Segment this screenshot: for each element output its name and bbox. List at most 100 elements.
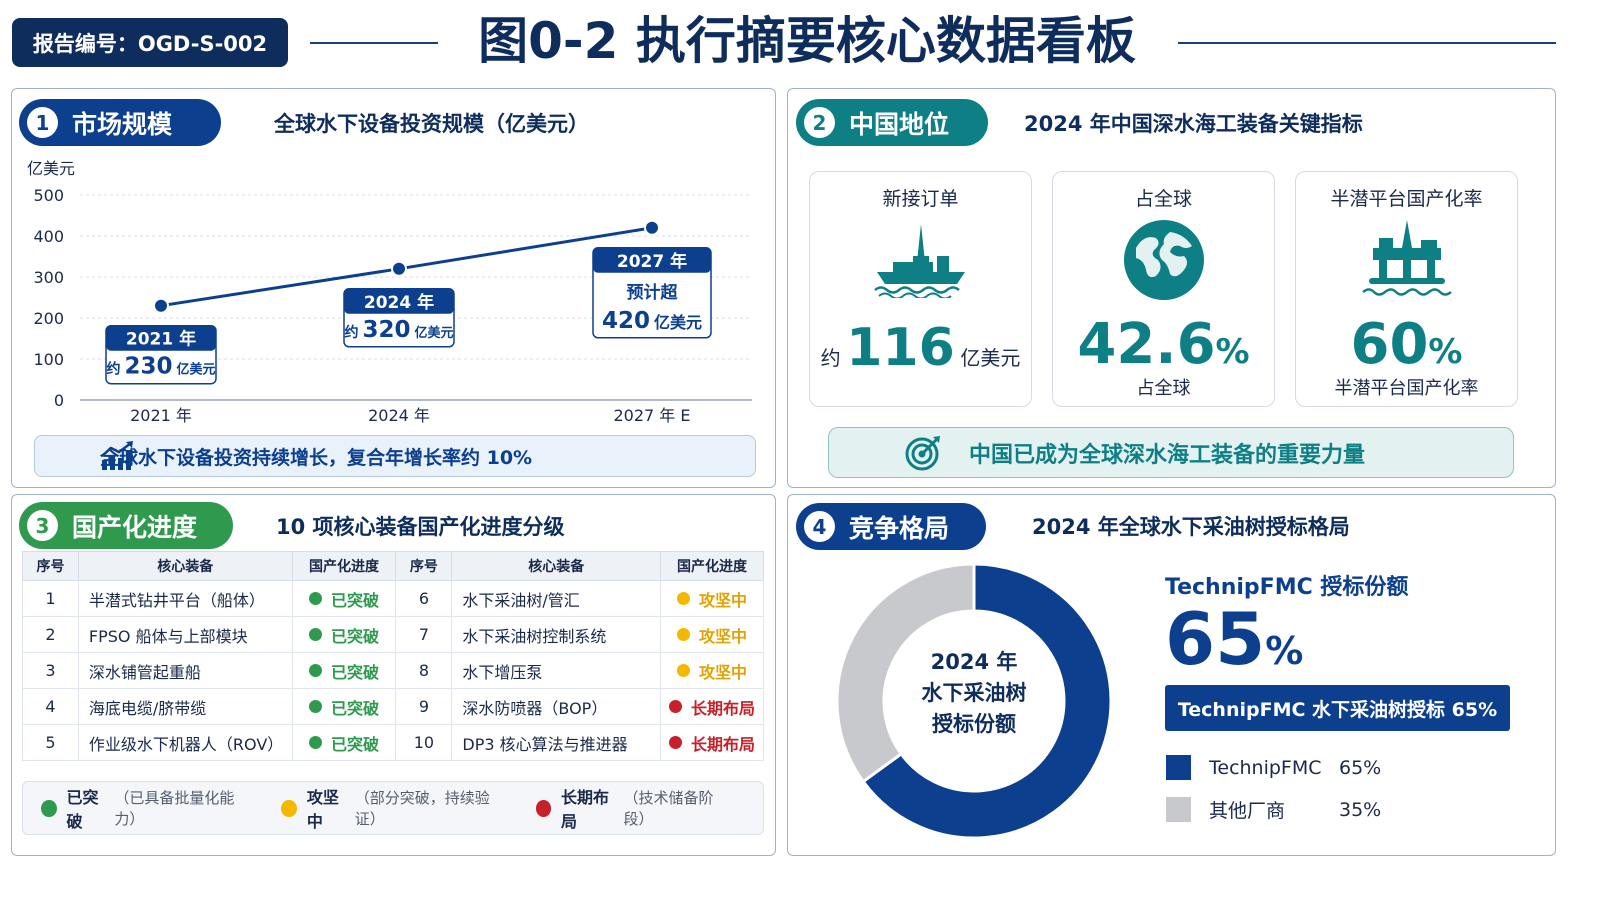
callout-unit: 亿美元 <box>654 313 702 332</box>
row-number: 1 <box>22 580 79 617</box>
status-label: 已突破 <box>331 662 380 682</box>
title-divider-left <box>310 42 438 44</box>
award-share-donut-chart <box>835 562 1113 840</box>
progress-status-cell: 攻坚中 <box>660 580 764 617</box>
callout-year: 2027 年 <box>617 251 687 272</box>
callout-prefix: 约 <box>344 324 358 341</box>
progress-status-cell: 已突破 <box>291 580 397 617</box>
status-label: 长期布局 <box>691 698 756 718</box>
column-header: 核心装备 <box>77 551 293 581</box>
status-label: 已突破 <box>331 698 380 718</box>
equipment-name: 水下采油树控制系统 <box>451 616 662 653</box>
panel-localization-progress: 3 国产化进度 10 项核心装备国产化进度分级 序号 核心装备 国产化进度 序号… <box>11 494 776 856</box>
status-dot <box>677 592 691 605</box>
equipment-name: DP3 核心算法与推进器 <box>451 724 662 761</box>
status-dot <box>309 628 323 641</box>
status-label: 长期布局 <box>691 734 756 754</box>
section-number: 1 <box>27 107 58 138</box>
card-localization-rate: 半潜平台国产化率 60% 半潜平台国产化率 <box>1295 171 1518 407</box>
legend-desc: （部分突破，持续验证） <box>354 789 490 828</box>
panel-competition: 4 竞争格局 2024 年全球水下采油树授标格局 2024 年 水下采油树 授标… <box>787 494 1556 856</box>
status-done: 已突破 <box>309 659 379 683</box>
section-tag-label: 市场规模 <box>72 109 173 139</box>
legend-dot <box>281 799 297 817</box>
status-label: 攻坚中 <box>699 626 748 646</box>
row-number: 2 <box>22 616 79 653</box>
equipment-name: 半潜式钻井平台（船体） <box>77 580 293 617</box>
callout-header <box>106 325 216 351</box>
callout-value: 230 <box>124 354 172 380</box>
y-tick-label: 500 <box>33 186 64 205</box>
status-label: 已突破 <box>331 734 380 754</box>
growth-summary-text: 全球水下设备投资持续增长，复合年增长率约 10% <box>100 446 533 469</box>
value-callout: 2021 年约 230 亿美元 <box>105 324 217 385</box>
card-label: 占全球 <box>1134 188 1192 210</box>
indicator-subtitle: 2024 年中国深水海工装备关键指标 <box>1024 112 1363 136</box>
x-tick-label: 2021 年 <box>130 406 192 425</box>
legend-item-done: 已突破 （已具备批量化能力） <box>41 784 251 832</box>
legend-dot <box>41 799 57 817</box>
section-number: 4 <box>804 511 835 542</box>
table-header-row: 序号 核心装备 国产化进度 序号 核心装备 国产化进度 <box>22 551 764 581</box>
section-number: 3 <box>27 510 58 541</box>
status-label: 已突破 <box>331 590 380 610</box>
callout-year: 2024 年 <box>364 292 434 313</box>
share-highlight-bar: TechnipFMC 水下采油树授标 65% <box>1165 685 1510 731</box>
card-label: 半潜平台国产化率 <box>1330 188 1483 210</box>
callout-unit: 亿美元 <box>177 362 216 378</box>
callout-value: 420 <box>602 308 650 334</box>
legend-dot <box>535 799 552 817</box>
share-number: 65 <box>1165 597 1266 681</box>
donut-center-label: 2024 年 水下采油树 授标份额 <box>884 647 1064 740</box>
section-tag-china-position: 2 中国地位 <box>796 99 988 146</box>
x-tick-label: 2027 年 E <box>613 406 690 425</box>
legend-name: 已突破 <box>66 788 99 831</box>
column-header: 国产化进度 <box>291 551 397 581</box>
panel-market-size: 1 市场规模 全球水下设备投资规模（亿美元） 亿美元 0 100 200 300 400… <box>11 88 776 488</box>
share-big-value: 65% <box>1165 599 1303 691</box>
data-point <box>391 260 407 277</box>
status-dot <box>309 664 323 677</box>
status-dot <box>309 592 323 605</box>
value-unit: % <box>1215 332 1250 372</box>
callout-value: 320 <box>362 317 410 343</box>
equipment-name: 水下增压泵 <box>451 652 662 689</box>
china-strength-text: 中国已成为全球深水海工装备的重要力量 <box>969 442 1366 468</box>
legend-item-long-term: 长期布局 （技术储备阶段） <box>535 784 734 832</box>
section-number: 2 <box>804 107 835 138</box>
legend-item-in-progress: 攻坚中 （部分突破，持续验证） <box>281 784 505 832</box>
localization-rate-value: 60% <box>1296 312 1517 377</box>
card-sub-label: 占全球 <box>1136 378 1191 399</box>
progress-status-cell: 长期布局 <box>660 688 764 725</box>
title-divider-right <box>1178 42 1556 44</box>
globe-icon <box>1123 220 1204 300</box>
status-fight: 攻坚中 <box>677 623 747 647</box>
row-number: 7 <box>395 616 453 653</box>
y-tick-label: 300 <box>33 268 64 287</box>
investment-line-chart: 亿美元 0 100 200 300 400 500 2021 年 2024 年 2027 年 … <box>27 159 752 425</box>
callout-header <box>593 247 711 273</box>
drill-ship-icon <box>873 224 965 298</box>
table-row: 1 半潜式钻井平台（船体） 已突破 6 水下采油树/管汇 攻坚中 <box>22 580 764 617</box>
column-header: 核心装备 <box>451 551 662 581</box>
callout-unit: 亿美元 <box>415 325 454 341</box>
callout-value-text: 420 亿美元 <box>602 308 702 334</box>
legend-name: 长期布局 <box>561 788 610 831</box>
status-dot <box>309 736 323 749</box>
table-row: 3 深水铺管起重船 已突破 8 水下增压泵 攻坚中 <box>22 652 764 689</box>
legend-value: 65% <box>1339 756 1382 779</box>
equipment-name: 作业级水下机器人（ROV） <box>77 724 293 761</box>
status-dot <box>677 664 691 677</box>
legend-value: 35% <box>1339 798 1382 821</box>
table-row: 2 FPSO 船体与上部模块 已突破 7 水下采油树控制系统 攻坚中 <box>22 616 764 653</box>
row-number: 9 <box>395 688 453 725</box>
value-prefix: 约 <box>820 346 841 370</box>
donut-center-line: 水下采油树 <box>921 681 1027 705</box>
status-long: 长期布局 <box>669 695 755 719</box>
value-unit: % <box>1428 332 1463 372</box>
status-legend: 已突破 （已具备批量化能力） 攻坚中 （部分突破，持续验证） 长期布局 （技术储… <box>22 781 764 835</box>
status-done: 已突破 <box>309 731 379 755</box>
value-number: 60 <box>1350 312 1429 377</box>
status-done: 已突破 <box>309 587 379 611</box>
progress-status-cell: 已突破 <box>291 688 397 725</box>
